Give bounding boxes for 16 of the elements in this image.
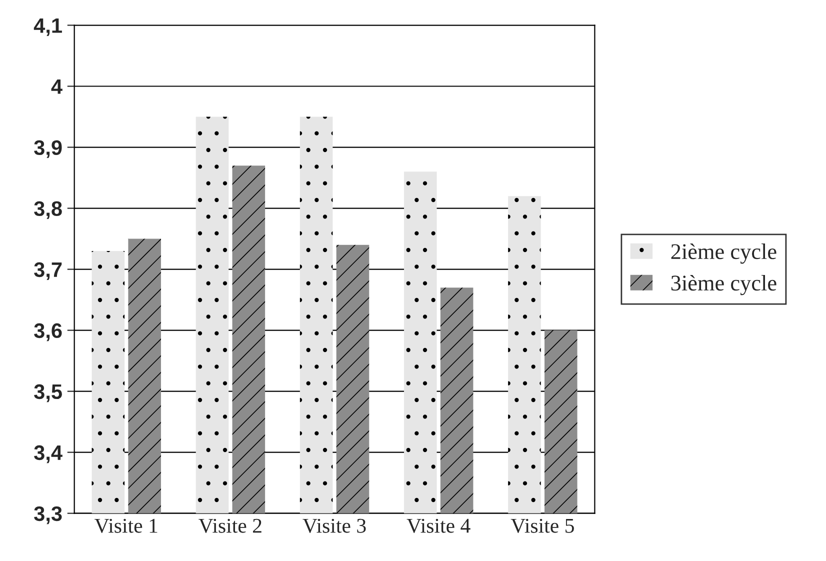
x-tick-label: Visite 5 <box>510 518 574 533</box>
y-tick-label: 3,4 <box>34 445 62 464</box>
y-tick-label: 4,1 <box>34 18 62 36</box>
legend-label: 2ième cycle <box>671 243 776 264</box>
x-tick-label: Visite 2 <box>198 518 262 533</box>
y-tick-label: 3,6 <box>34 323 62 342</box>
legend-label: 3ième cycle <box>671 274 776 296</box>
x-tick-label: Visite 1 <box>94 518 158 533</box>
y-tick-label: 4 <box>51 79 62 94</box>
y-tick-label: 3,7 <box>34 262 62 280</box>
y-tick-label: 3,9 <box>34 140 62 158</box>
y-tick-label: 3,8 <box>34 201 62 220</box>
y-tick-label: 3,5 <box>34 384 62 402</box>
x-tick-label: Visite 3 <box>302 518 366 533</box>
y-tick-label: 3,3 <box>34 506 62 524</box>
x-tick-label: Visite 4 <box>406 518 470 533</box>
